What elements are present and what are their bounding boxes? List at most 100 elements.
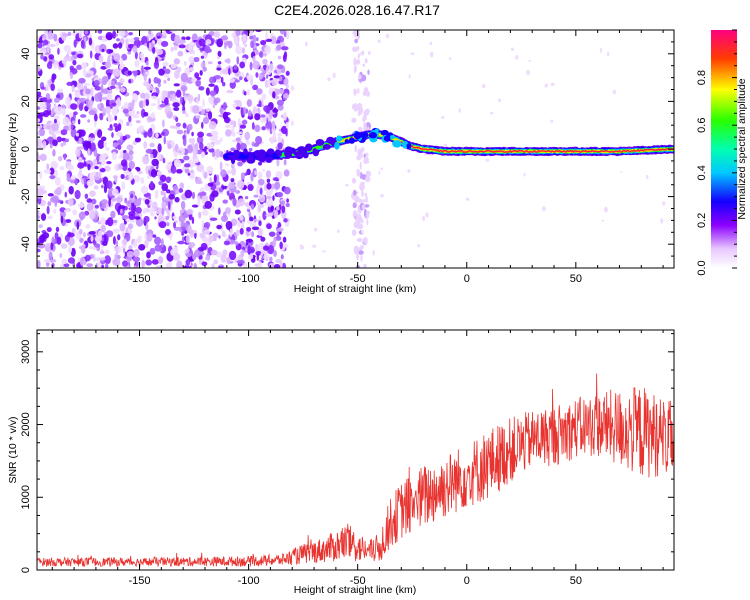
spectrogram-noise-blob [200, 151, 206, 158]
spectrogram-noise-blob [60, 142, 64, 147]
spectrogram-noise-blob [165, 164, 172, 171]
spectrogram-noise-blob [226, 170, 232, 175]
spectrogram-noise-blob [68, 185, 74, 195]
spectrogram-noise-blob [210, 249, 218, 256]
spectrogram-noise-blob [448, 57, 452, 61]
spectrogram-noise-blob [356, 168, 359, 177]
spectrogram-noise-blob [273, 75, 281, 79]
spectrogram-noise-blob [195, 180, 203, 185]
spectrogram-noise-blob [134, 216, 141, 220]
spectrogram-noise-blob [164, 228, 171, 235]
spectrogram-noise-blob [351, 117, 357, 123]
colorbar-tick-label: 0.0 [696, 260, 708, 275]
spectrogram-noise-blob [283, 159, 287, 166]
spectrogram-noise-blob [262, 58, 268, 65]
spectrogram-noise-blob [236, 180, 245, 190]
spectrogram-noise-blob [173, 107, 180, 112]
spectrogram-noise-blob [246, 99, 252, 107]
spectrogram-noise-blob [84, 254, 91, 262]
spectrogram-noise-blob [72, 209, 78, 216]
spectrogram-noise-blob [69, 179, 76, 184]
spectrogram-noise-blob [172, 102, 180, 108]
spectrogram-noise-blob [233, 30, 237, 36]
spectrogram-noise-blob [485, 158, 490, 162]
spectrogram-noise-blob [107, 127, 114, 131]
spectrogram-noise-blob [46, 227, 52, 233]
spectrogram-noise-blob [226, 256, 231, 265]
spectrogram-noise-blob [162, 66, 166, 70]
spectrogram-noise-blob [121, 53, 128, 61]
spectrogram-noise-blob [183, 94, 188, 101]
spectrogram-noise-blob [353, 245, 359, 255]
spectrogram-noise-blob [73, 39, 77, 48]
spectrogram-noise-blob [185, 234, 190, 244]
spectrogram-noise-blob [163, 191, 167, 201]
spectrogram-noise-blob [93, 113, 98, 122]
spectrogram-noise-blob [114, 246, 122, 254]
spectrogram-noise-blob [275, 235, 282, 241]
spectrogram-noise-blob [254, 170, 258, 176]
spectrogram-noise-blob [93, 74, 99, 79]
spectrogram-noise-blob [86, 179, 94, 187]
spectrogram-noise-blob [81, 129, 85, 137]
spectrogram-ridge-blob [315, 138, 325, 146]
spectrogram-noise-blob [225, 129, 232, 137]
spectrogram-noise-blob [172, 215, 177, 220]
spectrogram-noise-blob [357, 220, 361, 228]
spectrogram-noise-blob [79, 237, 84, 243]
spectrogram-noise-blob [356, 45, 360, 51]
spectrogram-noise-blob [209, 176, 212, 184]
spectrogram-noise-blob [83, 231, 86, 238]
spectrogram-noise-blob [102, 107, 107, 114]
spectrogram-noise-blob [167, 201, 171, 211]
spectrogram-ridge-blob [233, 149, 240, 157]
spectrogram-noise-blob [120, 173, 125, 179]
snr-x-tick-label: 0 [464, 575, 470, 587]
spectrogram-noise-blob [359, 172, 363, 179]
spectrogram-noise-blob [55, 39, 60, 47]
spectrogram-noise-blob [52, 149, 56, 157]
spectrogram-noise-blob [385, 33, 390, 39]
spectrogram-noise-blob [222, 101, 227, 111]
spectrogram-noise-blob [277, 132, 283, 137]
spectrogram-noise-blob [223, 240, 231, 246]
spectrogram-noise-blob [76, 82, 82, 89]
spectrogram-noise-blob [359, 182, 365, 192]
spectrogram-noise-blob [73, 111, 78, 116]
spectrogram-noise-blob [253, 218, 258, 222]
spectrogram-noise-blob [224, 43, 227, 50]
spectrogram-noise-blob [180, 221, 186, 227]
spectrogram-noise-blob [213, 31, 221, 38]
spectrogram-noise-blob [66, 81, 74, 86]
spectrogram-noise-blob [235, 45, 243, 55]
spectrogram-noise-blob [280, 254, 284, 260]
spectrogram-noise-blob [353, 88, 357, 96]
spectrogram-noise-blob [279, 261, 283, 268]
spectrogram-noise-blob [213, 174, 217, 183]
spectrogram-noise-blob [231, 132, 236, 137]
spectrogram-noise-blob [61, 258, 68, 264]
spectrogram-noise-blob [87, 148, 91, 156]
spectrogram-noise-blob [217, 55, 220, 60]
spectrogram-noise-blob [114, 115, 118, 121]
spectrogram-noise-blob [143, 73, 147, 82]
spectrogram-noise-blob [220, 76, 224, 84]
spectrogram-noise-blob [234, 241, 239, 246]
spectrogram-noise-blob [158, 180, 164, 186]
spectrogram-noise-blob [128, 160, 135, 170]
spectrogram-noise-blob [119, 64, 124, 70]
spectrogram-noise-blob [259, 203, 265, 208]
spectrogram-noise-blob [228, 181, 236, 189]
spectrogram-ridge-blob [248, 153, 254, 159]
spectrogram-noise-blob [98, 54, 104, 63]
spectrogram-noise-blob [136, 111, 140, 115]
spectrogram-ridge-blob [322, 143, 331, 150]
spectrogram-noise-blob [360, 244, 364, 250]
spectrogram-noise-blob [173, 45, 178, 51]
spectrogram-noise-blob [146, 84, 154, 91]
spectrogram-noise-blob [186, 94, 194, 102]
spectrogram-noise-blob [222, 199, 228, 204]
spectrogram-noise-blob [39, 153, 47, 162]
spectrogram-noise-blob [112, 43, 119, 49]
spectrogram-noise-blob [107, 115, 114, 123]
